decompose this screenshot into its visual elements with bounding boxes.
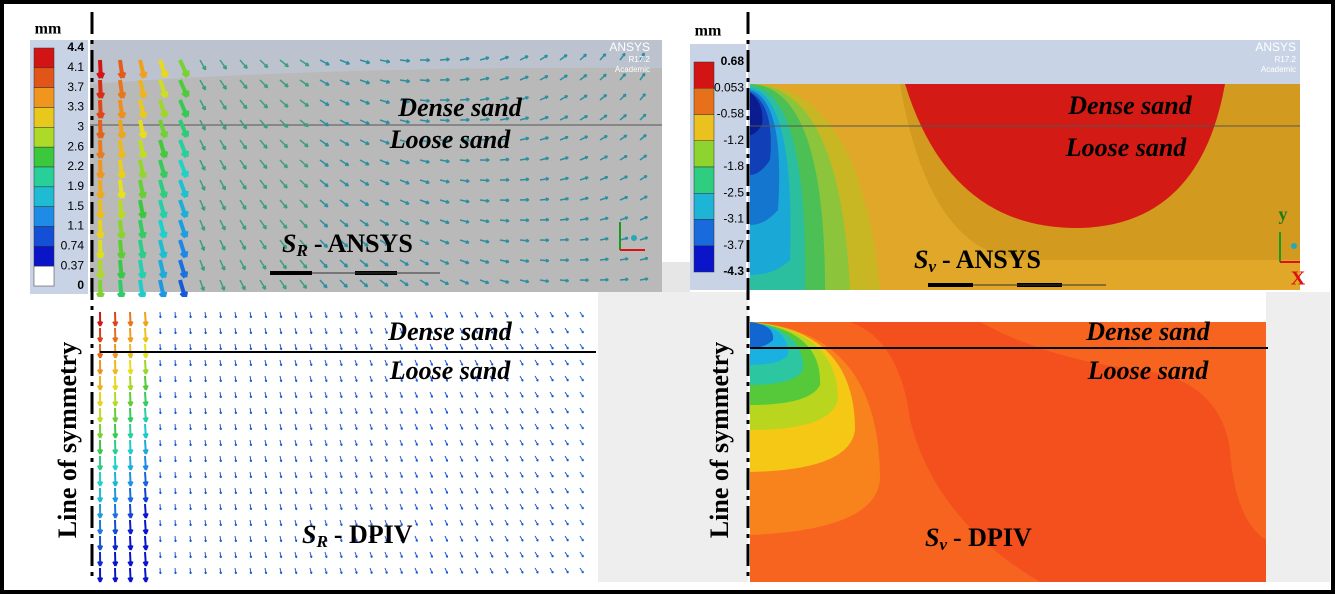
legend-swatch xyxy=(694,141,714,167)
caption-sub: v xyxy=(939,535,947,554)
label: Loose sand xyxy=(1065,133,1188,162)
legend-label: 3.7 xyxy=(67,80,84,94)
legend-swatch xyxy=(34,187,54,207)
legend-label: 0.37 xyxy=(61,258,85,272)
triad xyxy=(1291,243,1297,249)
legend-label: 3 xyxy=(77,120,84,134)
legend-label: 4.1 xyxy=(67,60,84,74)
legend-unit: mm xyxy=(695,23,722,40)
legend-label: -4.3 xyxy=(723,264,744,278)
label: Dense sand xyxy=(387,317,513,346)
legend: mm 4.4 4.1 3.7 3.3 3 2.6 2.2 1.9 1.5 1.1 0.74 0.37 0 xyxy=(30,21,88,294)
caption-text: - DPIV xyxy=(334,520,413,549)
label: Dense sand xyxy=(1067,91,1193,120)
legend-swatch xyxy=(34,246,54,266)
triad xyxy=(631,235,637,241)
backdrop xyxy=(660,262,690,292)
caption-sub: R xyxy=(295,241,307,260)
label: Loose sand xyxy=(389,125,512,154)
axis-label: Line of symmetry xyxy=(53,342,82,538)
legend-swatch xyxy=(34,147,54,167)
caption-symbol: S xyxy=(914,245,928,274)
legend-label: -0.58 xyxy=(717,107,745,121)
legend-label: -3.7 xyxy=(723,238,744,252)
legend-swatch xyxy=(34,207,54,227)
legend-label: 1.5 xyxy=(67,199,84,213)
ansys-logo: ANSYS xyxy=(1255,40,1296,54)
legend-swatch xyxy=(694,193,714,219)
legend-swatch xyxy=(694,167,714,193)
legend-swatch xyxy=(694,88,714,114)
legend-label: 2.2 xyxy=(67,159,84,173)
legend-label: 0.74 xyxy=(61,239,85,253)
legend-label: 0 xyxy=(77,278,84,292)
panel-sv-dpiv: Dense sand Loose sand Sv - DPIV xyxy=(750,317,1268,582)
legend-swatch xyxy=(34,88,54,108)
legend-swatch xyxy=(694,246,714,272)
ansys-edition: Academic xyxy=(1261,65,1296,74)
legend-swatch xyxy=(34,48,54,68)
label: Dense sand xyxy=(397,93,523,122)
legend-swatch xyxy=(34,127,54,147)
caption-text: - ANSYS xyxy=(314,229,413,258)
legend-swatch xyxy=(34,108,54,128)
legend-swatch xyxy=(34,167,54,187)
label: Loose sand xyxy=(1087,356,1210,385)
legend: mm 0.68 0.053 -0.58 -1.2 -1.8 -2.5 -3.1 -3.7 -4.… xyxy=(690,23,746,290)
legend-label: -2.5 xyxy=(723,185,744,199)
legend-swatch xyxy=(34,68,54,88)
legend-swatch xyxy=(34,227,54,247)
legend-label: 0.68 xyxy=(721,54,745,68)
axis-x: X xyxy=(1291,268,1306,290)
panel-sr-ansys: ANSYS R17.2 Academic Dense sand Loose sa… xyxy=(90,40,662,298)
legend-label: -1.2 xyxy=(723,133,744,147)
legend-label: 1.1 xyxy=(67,219,84,233)
scale-bar xyxy=(928,283,973,287)
legend-label: 0.053 xyxy=(714,80,744,94)
legend-label: 3.3 xyxy=(67,100,84,114)
figure: ANSYS R17.2 Academic Dense sand Loose sa… xyxy=(0,0,1335,594)
scale-bar xyxy=(270,271,312,275)
legend-swatch xyxy=(34,266,54,286)
caption-symbol: S xyxy=(302,520,316,549)
legend-label: -3.1 xyxy=(723,212,744,226)
label: Loose sand xyxy=(389,356,512,385)
caption-symbol: S xyxy=(282,229,296,258)
label: Dense sand xyxy=(1085,317,1211,346)
legend-unit: mm xyxy=(35,21,62,38)
panel-sv-ansys: ANSYS R17.2 Academic Dense sand Loose sa… xyxy=(748,40,1330,292)
legend-label: 2.6 xyxy=(67,139,84,153)
backdrop xyxy=(1266,292,1330,582)
caption-symbol: S xyxy=(925,523,939,552)
legend-swatch xyxy=(694,115,714,141)
panel-sr-dpiv: Dense sand Loose sand SR - DPIV xyxy=(90,297,598,582)
legend-label: 4.4 xyxy=(67,40,84,54)
axis-label: Line of symmetry xyxy=(705,342,734,538)
legend-swatch xyxy=(694,62,714,88)
ansys-version: R17.2 xyxy=(629,55,651,64)
legend-swatch xyxy=(694,220,714,246)
ansys-edition: Academic xyxy=(615,65,650,74)
caption-sub: v xyxy=(928,257,936,276)
legend-label: -1.8 xyxy=(723,159,744,173)
caption-text: - ANSYS xyxy=(942,245,1041,274)
caption-text: - DPIV xyxy=(953,523,1032,552)
caption-sub: R xyxy=(315,532,327,551)
axis-y: y xyxy=(1279,204,1288,224)
margin xyxy=(1300,40,1330,292)
legend-label: 1.9 xyxy=(67,179,84,193)
ansys-version: R17.2 xyxy=(1275,55,1297,64)
ansys-logo: ANSYS xyxy=(609,40,650,54)
